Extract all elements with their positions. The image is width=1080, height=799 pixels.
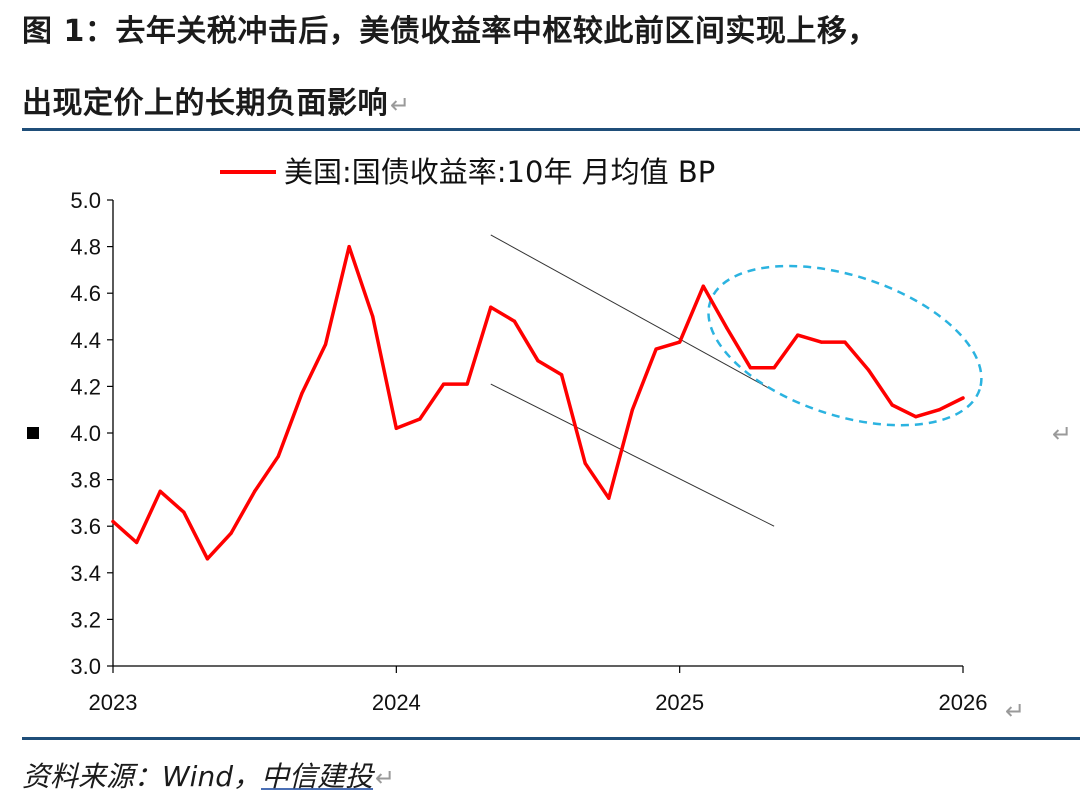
x-tick-label: 2025 bbox=[655, 690, 704, 715]
data-point bbox=[512, 319, 516, 323]
data-point bbox=[866, 368, 871, 372]
title-line-1: 图 1：去年关税冲击后，美债收益率中枢较此前区间实现上移， bbox=[22, 14, 878, 49]
data-point bbox=[347, 245, 351, 249]
data-point bbox=[441, 382, 446, 386]
channel-upper-line bbox=[490, 234, 775, 392]
data-point bbox=[914, 415, 918, 419]
x-tick-label: 2024 bbox=[372, 690, 421, 715]
data-point bbox=[796, 333, 800, 337]
data-point bbox=[323, 342, 328, 347]
data-point bbox=[560, 373, 564, 377]
title-line-2-text: 出现定价上的长期负面影响 bbox=[22, 86, 388, 121]
chart-container: 美国:国债收益率:10年 月均值 BP 5.0 4.8 4.6 4.4 4.2 4.0 3.… bbox=[0, 132, 1080, 732]
data-point bbox=[748, 366, 753, 370]
y-tick-label: 4.0 bbox=[70, 421, 101, 446]
source-prefix: 资料来源：Wind， bbox=[22, 760, 261, 793]
y-tick-label: 3.4 bbox=[70, 561, 101, 586]
title-line-2: 出现定价上的长期负面影响↵ bbox=[22, 84, 411, 125]
data-point bbox=[725, 326, 729, 330]
data-point bbox=[961, 396, 965, 400]
data-point bbox=[465, 382, 469, 386]
channel-lower-line bbox=[490, 383, 775, 527]
return-mark-icon: ↵ bbox=[1052, 420, 1073, 448]
y-tick-label: 4.4 bbox=[70, 328, 101, 353]
data-point bbox=[394, 426, 398, 430]
data-point bbox=[135, 540, 139, 545]
y-tick-label: 3.0 bbox=[70, 654, 101, 679]
data-point bbox=[819, 340, 823, 344]
legend-label: 美国:国债收益率:10年 月均值 BP bbox=[284, 155, 715, 189]
data-point bbox=[536, 359, 540, 363]
data-point bbox=[253, 489, 257, 493]
data-point bbox=[276, 454, 280, 458]
marker-square bbox=[27, 427, 39, 439]
trend-channel bbox=[490, 234, 775, 527]
data-point bbox=[678, 340, 682, 344]
y-tick-label: 3.8 bbox=[70, 468, 101, 493]
series-line bbox=[111, 244, 965, 561]
data-point bbox=[701, 284, 705, 288]
source-note: 资料来源：Wind，中信建投↵ bbox=[22, 755, 395, 795]
y-tick-label: 4.2 bbox=[70, 374, 101, 399]
bottom-rule bbox=[22, 737, 1080, 740]
data-point bbox=[111, 519, 115, 524]
data-point bbox=[489, 305, 493, 309]
data-point bbox=[300, 391, 304, 395]
y-axis-ticks: 5.0 4.8 4.6 4.4 4.2 4.0 3.8 3.6 3.4 3.2 3.0 bbox=[27, 188, 113, 679]
data-point bbox=[182, 510, 186, 514]
data-point bbox=[843, 340, 847, 344]
data-point bbox=[772, 366, 776, 370]
return-mark-icon: ↵ bbox=[375, 764, 396, 792]
data-point bbox=[583, 461, 587, 465]
series-group bbox=[111, 244, 965, 561]
chart-legend: 美国:国债收益率:10年 月均值 BP bbox=[220, 155, 715, 189]
data-point bbox=[371, 314, 375, 319]
x-axis-ticks: 2023 2024 2025 2026 bbox=[89, 666, 988, 715]
return-mark-icon: ↵ bbox=[1005, 697, 1026, 725]
data-point bbox=[654, 347, 658, 351]
source-org: 中信建投 bbox=[261, 760, 374, 793]
y-tick-label: 4.6 bbox=[70, 281, 101, 306]
data-point bbox=[607, 496, 611, 500]
data-point bbox=[890, 403, 894, 407]
data-point bbox=[205, 557, 210, 561]
y-tick-label: 5.0 bbox=[70, 188, 101, 213]
data-point bbox=[158, 489, 162, 493]
x-tick-label: 2023 bbox=[89, 690, 138, 715]
y-tick-label: 3.6 bbox=[70, 514, 101, 539]
x-tick-label: 2026 bbox=[939, 690, 988, 715]
top-rule bbox=[22, 128, 1080, 131]
data-point bbox=[229, 531, 233, 535]
data-point bbox=[630, 408, 635, 412]
data-point bbox=[418, 417, 422, 421]
return-mark-icon: ↵ bbox=[390, 91, 411, 119]
y-tick-label: 4.8 bbox=[70, 235, 101, 260]
y-tick-label: 3.2 bbox=[70, 607, 101, 632]
yield-line-chart: 美国:国债收益率:10年 月均值 BP 5.0 4.8 4.6 4.4 4.2 4.0 3.… bbox=[27, 155, 988, 715]
data-point bbox=[937, 408, 941, 412]
